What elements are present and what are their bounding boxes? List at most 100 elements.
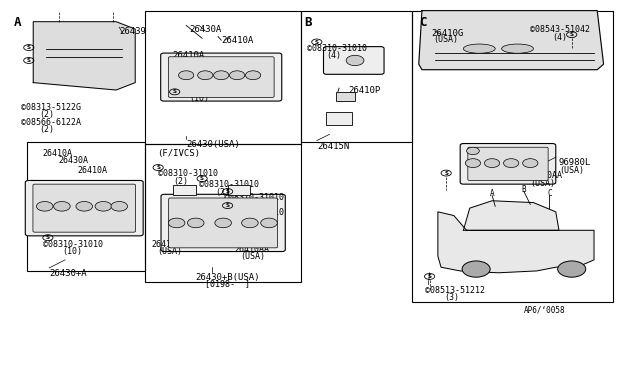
- Text: S: S: [428, 274, 431, 279]
- Text: AP6/‘0058: AP6/‘0058: [524, 306, 566, 315]
- FancyBboxPatch shape: [161, 53, 282, 101]
- Polygon shape: [419, 11, 604, 70]
- FancyBboxPatch shape: [33, 184, 136, 232]
- Text: A: A: [490, 189, 494, 198]
- Text: (USA): (USA): [241, 253, 266, 262]
- Bar: [145, 11, 301, 144]
- Text: 26439: 26439: [119, 27, 146, 36]
- Polygon shape: [33, 22, 135, 90]
- Text: S: S: [46, 235, 50, 240]
- Circle shape: [230, 71, 245, 80]
- Text: 26410AA: 26410AA: [234, 245, 269, 254]
- Text: 26410A: 26410A: [172, 51, 204, 60]
- Circle shape: [260, 218, 277, 228]
- Circle shape: [198, 71, 213, 80]
- Text: 26410A: 26410A: [221, 36, 253, 45]
- Circle shape: [465, 159, 481, 167]
- Text: (3): (3): [444, 293, 460, 302]
- Circle shape: [346, 55, 364, 65]
- Text: 26430A: 26430A: [189, 25, 221, 34]
- Text: S: S: [226, 189, 230, 194]
- Circle shape: [215, 218, 232, 228]
- FancyBboxPatch shape: [168, 57, 274, 97]
- Text: (2): (2): [40, 110, 54, 119]
- Text: (2): (2): [215, 188, 230, 197]
- Circle shape: [179, 71, 194, 80]
- Text: ©08313-5122G: ©08313-5122G: [20, 103, 81, 112]
- Text: 26410P: 26410P: [349, 86, 381, 95]
- FancyBboxPatch shape: [26, 180, 143, 236]
- Polygon shape: [463, 201, 559, 230]
- Text: (USA): (USA): [433, 35, 458, 44]
- Text: ©08310-31010: ©08310-31010: [307, 44, 367, 53]
- Bar: [326, 112, 352, 125]
- Text: (10): (10): [62, 247, 82, 256]
- Circle shape: [36, 202, 53, 211]
- Text: ©08566-6122A: ©08566-6122A: [20, 118, 81, 127]
- Circle shape: [242, 218, 258, 228]
- Bar: [228, 185, 250, 195]
- Bar: [301, 11, 412, 142]
- Circle shape: [214, 71, 229, 80]
- Text: ©08543-51042: ©08543-51042: [531, 25, 590, 34]
- Text: (2): (2): [241, 201, 255, 210]
- Text: S: S: [27, 45, 31, 50]
- Text: (F/IVCS): (F/IVCS): [157, 149, 200, 158]
- Text: A: A: [14, 16, 22, 29]
- Text: C: C: [419, 16, 426, 29]
- Bar: [173, 185, 196, 195]
- Text: [0198-  ]: [0198- ]: [205, 279, 250, 288]
- Circle shape: [95, 202, 111, 211]
- FancyBboxPatch shape: [161, 194, 285, 251]
- Bar: [412, 11, 613, 302]
- Text: S: S: [156, 165, 160, 170]
- Text: 96980L: 96980L: [559, 158, 591, 167]
- Text: S: S: [315, 39, 319, 45]
- Text: 26410A: 26410A: [78, 166, 108, 175]
- Text: 26430A: 26430A: [59, 157, 89, 166]
- Text: S: S: [200, 176, 204, 181]
- Text: 26410G: 26410G: [431, 29, 464, 38]
- Text: S: S: [444, 171, 448, 176]
- Circle shape: [54, 202, 70, 211]
- Bar: [145, 144, 301, 282]
- Text: C: C: [547, 189, 552, 198]
- Text: (4): (4): [326, 51, 341, 60]
- Circle shape: [504, 159, 519, 167]
- Text: ©08310-31010: ©08310-31010: [170, 86, 230, 95]
- Circle shape: [246, 71, 260, 80]
- Circle shape: [557, 261, 586, 277]
- FancyBboxPatch shape: [468, 147, 548, 180]
- Circle shape: [484, 159, 500, 167]
- Text: S: S: [27, 58, 31, 63]
- Circle shape: [111, 202, 127, 211]
- Text: 26430+B(USA): 26430+B(USA): [196, 273, 260, 282]
- Text: ©08310-31010: ©08310-31010: [225, 193, 284, 202]
- Circle shape: [523, 159, 538, 167]
- Text: (USA): (USA): [531, 179, 556, 187]
- Ellipse shape: [502, 44, 534, 53]
- Text: (USA): (USA): [559, 166, 584, 175]
- Circle shape: [188, 218, 204, 228]
- Text: ©08310-31010: ©08310-31010: [199, 180, 259, 189]
- Text: 26415N: 26415N: [317, 142, 349, 151]
- Text: 26430AA: 26430AA: [527, 171, 562, 180]
- Polygon shape: [438, 212, 594, 273]
- Text: ©08513-51212: ©08513-51212: [425, 286, 485, 295]
- Text: 26410A: 26410A: [43, 149, 73, 158]
- Text: ©08310-31010: ©08310-31010: [43, 240, 103, 248]
- Circle shape: [168, 218, 185, 228]
- Text: B: B: [304, 16, 312, 29]
- Text: ©08310-31010: ©08310-31010: [225, 208, 284, 217]
- Circle shape: [467, 147, 479, 155]
- Text: 26430(USA): 26430(USA): [186, 140, 240, 149]
- Text: 26430+A: 26430+A: [49, 269, 87, 278]
- Ellipse shape: [463, 44, 495, 53]
- Text: (4): (4): [241, 215, 255, 225]
- Text: S: S: [226, 203, 230, 208]
- Text: B: B: [522, 185, 526, 194]
- Text: (2): (2): [40, 125, 54, 134]
- Text: (2): (2): [173, 177, 188, 186]
- Text: S: S: [570, 32, 573, 37]
- Text: (USA): (USA): [157, 247, 182, 256]
